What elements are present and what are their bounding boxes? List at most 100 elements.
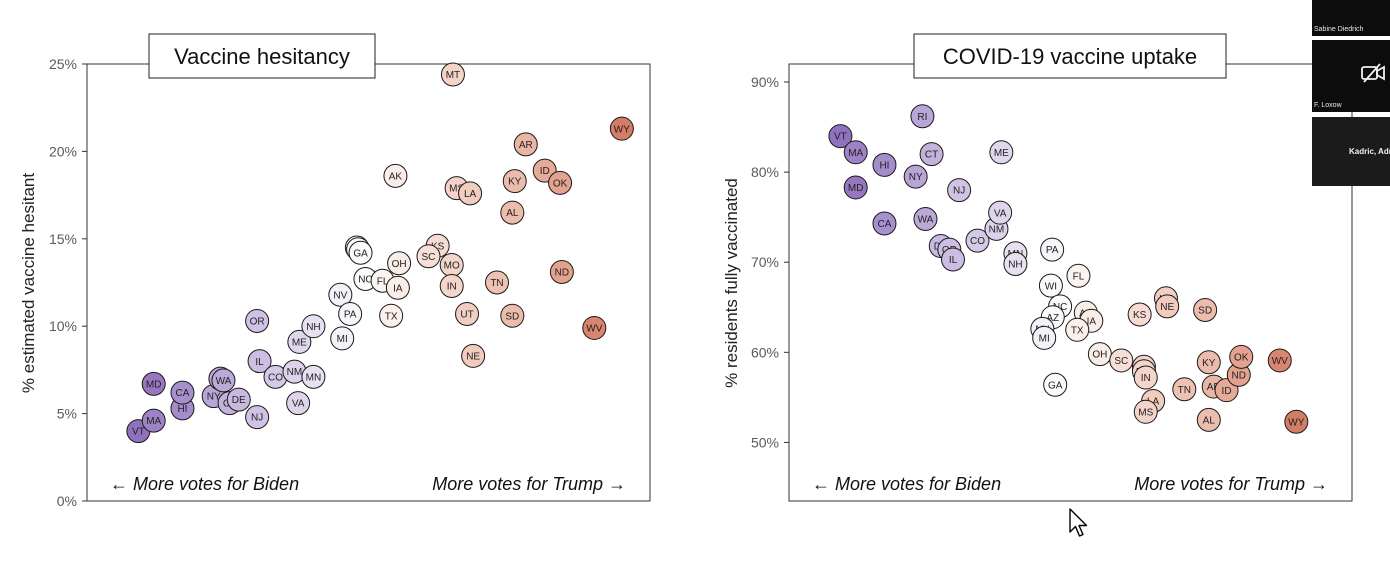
participant-name: Sabine Diedrich (1314, 26, 1364, 33)
point-marker (872, 152, 897, 177)
state-point-ct: CT (919, 142, 944, 167)
point-label: NE (466, 352, 480, 363)
point-label: NY (207, 392, 221, 403)
state-point-wv: WV (582, 315, 607, 340)
point-label: KS (431, 241, 445, 252)
point-label: NH (1008, 260, 1022, 271)
point-marker (1284, 409, 1309, 434)
state-point-wa: WA (211, 368, 236, 393)
point-label: MD (848, 183, 864, 194)
point-label: FL (377, 276, 389, 287)
point-label: NH (306, 322, 320, 333)
state-point-oh: OH (387, 251, 412, 276)
point-label: VA (292, 399, 305, 410)
state-point-nj: NJ (245, 405, 270, 430)
participant-tile[interactable]: Kadric, Adn (1312, 117, 1390, 186)
point-label: ID (540, 166, 550, 177)
point-label: SC (422, 252, 436, 263)
state-point-me: ME (287, 329, 312, 354)
state-point-or: OR (245, 308, 270, 333)
state-point-fl: FL (1066, 263, 1091, 288)
state-point-ri: RI (910, 104, 935, 129)
state-point-ne: NE (461, 343, 486, 368)
point-label: AL (506, 208, 519, 219)
point-label: TX (385, 311, 398, 322)
y-tick-label: 20% (49, 143, 77, 159)
point-label: MN (306, 372, 322, 383)
state-point-wv: WV (1267, 348, 1292, 373)
point-marker (245, 308, 270, 333)
point-marker (919, 142, 944, 167)
point-marker (1196, 350, 1221, 375)
state-point-ne: NE (1155, 294, 1180, 319)
chart-title-box (913, 33, 1227, 79)
point-label: AR (1207, 382, 1221, 393)
point-marker (988, 200, 1013, 225)
point-marker (348, 240, 373, 265)
state-point-ma: MA (141, 408, 166, 433)
point-label: NC (358, 275, 372, 286)
chart-title: COVID-19 vaccine uptake (943, 44, 1197, 69)
point-label: MT (446, 70, 460, 81)
point-label: NJ (953, 186, 965, 197)
state-point-va: VA (988, 200, 1013, 225)
state-point-ar: AR (513, 132, 538, 157)
point-marker (330, 326, 355, 351)
point-label: WY (1288, 417, 1304, 428)
state-point-al: AL (500, 200, 525, 225)
point-marker (485, 270, 510, 295)
state-point-ga: GA (348, 240, 373, 265)
point-label: NV (333, 290, 347, 301)
point-marker (1040, 237, 1065, 262)
state-point-ak: AK (383, 163, 408, 188)
state-point-ca: CA (872, 211, 897, 236)
state-point-in: IN (439, 273, 464, 298)
point-label: WY (614, 124, 630, 135)
participant-name: Kadric, Adn (1349, 147, 1390, 156)
participant-tile[interactable]: F. Loxow (1312, 40, 1390, 112)
point-marker (1066, 263, 1091, 288)
participant-tile[interactable]: Sabine Diedrich (1312, 0, 1390, 36)
point-marker (141, 408, 166, 433)
point-marker (1133, 399, 1158, 424)
point-label: AK (389, 171, 403, 182)
y-axis-title: % estimated vaccine hesitant (19, 173, 38, 393)
point-label: SC (1114, 356, 1128, 367)
y-tick-label: 0% (57, 493, 77, 509)
point-label: MS (1138, 407, 1153, 418)
point-marker (211, 368, 236, 393)
state-point-ky: KY (1196, 350, 1221, 375)
point-label: RI (917, 112, 927, 123)
point-label: MD (146, 379, 162, 390)
point-label: IN (447, 282, 457, 293)
state-point-mi: MI (330, 326, 355, 351)
point-label: AR (519, 140, 533, 151)
point-label: ME (994, 148, 1009, 159)
state-point-in: IN (1133, 365, 1158, 390)
state-point-tx: TX (1065, 317, 1090, 342)
point-marker (439, 273, 464, 298)
state-point-tn: TN (1172, 377, 1197, 402)
point-marker (1267, 348, 1292, 373)
point-label: TN (490, 278, 503, 289)
y-axis-title: % residents fully vaccinated (722, 178, 741, 388)
point-marker (440, 62, 465, 87)
point-label: MO (444, 261, 460, 272)
chart-covid-vaccine-uptake: 50%60%70%80%90% VTMAMDHICANYRIWACTDEORIL… (722, 33, 1353, 502)
point-label: KS (1133, 310, 1147, 321)
point-label: OR (250, 317, 265, 328)
point-label: SD (505, 311, 519, 322)
point-label: MS (449, 184, 464, 195)
point-label: WV (586, 324, 602, 335)
point-marker (965, 228, 990, 253)
point-label: MA (146, 416, 161, 427)
point-label: CO (970, 236, 985, 247)
point-label: CT (925, 150, 938, 161)
state-point-co: CO (965, 228, 990, 253)
point-marker (286, 391, 311, 416)
point-label: IN (1141, 373, 1151, 384)
point-label: IA (393, 283, 403, 294)
point-marker (1133, 365, 1158, 390)
state-point-nc: NC (353, 267, 378, 292)
